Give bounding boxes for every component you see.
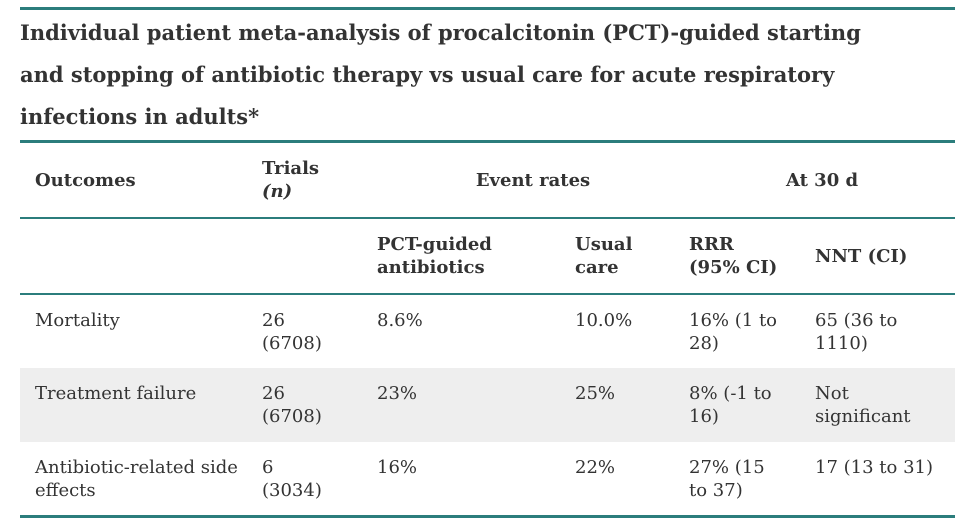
group-header-row: Outcomes Trials (n) Event rates At 30 d [20,141,956,219]
table-cell: 26 (6708) [262,368,377,442]
table-cell: 16% [377,457,418,478]
header-cell: NNT (CI) [815,218,956,295]
table-row: Mortality 26 (6708) 8.6% 10.0% 16% (1 to 28)… [20,294,955,368]
table-cell: 65 (36 to 1110) [815,310,898,354]
header-cell: PCT-guided antibiotics [377,218,575,295]
sub-header-row: PCT-guided antibiotics Usual care RRR (9… [20,218,956,295]
header-cell: RRR (95% CI) [689,218,816,295]
header-cell [262,218,377,295]
header-unit: (n) [262,181,293,202]
table-cell: 8.6% [377,310,423,331]
header-cell [20,218,262,295]
table-cell: 16% (1 to 28) [689,310,778,354]
data-table: Outcomes Trials (n) Event rates At 30 d P… [20,140,956,518]
table-cell: 17 (13 to 31) [815,457,934,478]
table-row: Antibiotic-related side effects 6 (3034) 1… [20,442,955,516]
header-cell: Trials (n) [262,141,377,219]
table-cell: 26 (6708) [262,310,322,354]
top-rule [20,7,955,10]
header-cell: Event rates [377,141,690,219]
header-cell: Usual care [575,218,690,295]
table-cell: 25% [575,368,690,442]
header-cell: At 30 d [689,141,956,219]
table-row: Treatment failure 26 (6708) 23% 25% 8% (-1 t… [20,368,956,442]
table-cell: Treatment failure [20,368,262,442]
table-cell: Not significant [815,368,956,442]
table-cell: 10.0% [575,310,633,331]
table-cell: 27% (15 to 37) [689,457,765,501]
table-cell: 22% [575,457,616,478]
table-cell: 8% (-1 to 16) [689,368,816,442]
table-cell: 6 (3034) [262,457,322,501]
table-cell: 23% [377,368,575,442]
table-title: Individual patient meta-analysis of proc… [20,20,861,129]
table-cell: Mortality [35,310,120,331]
table-cell: Antibiotic-related side effects [35,457,238,501]
header-cell: Outcomes [20,141,262,219]
header-text: Trials [262,158,320,179]
